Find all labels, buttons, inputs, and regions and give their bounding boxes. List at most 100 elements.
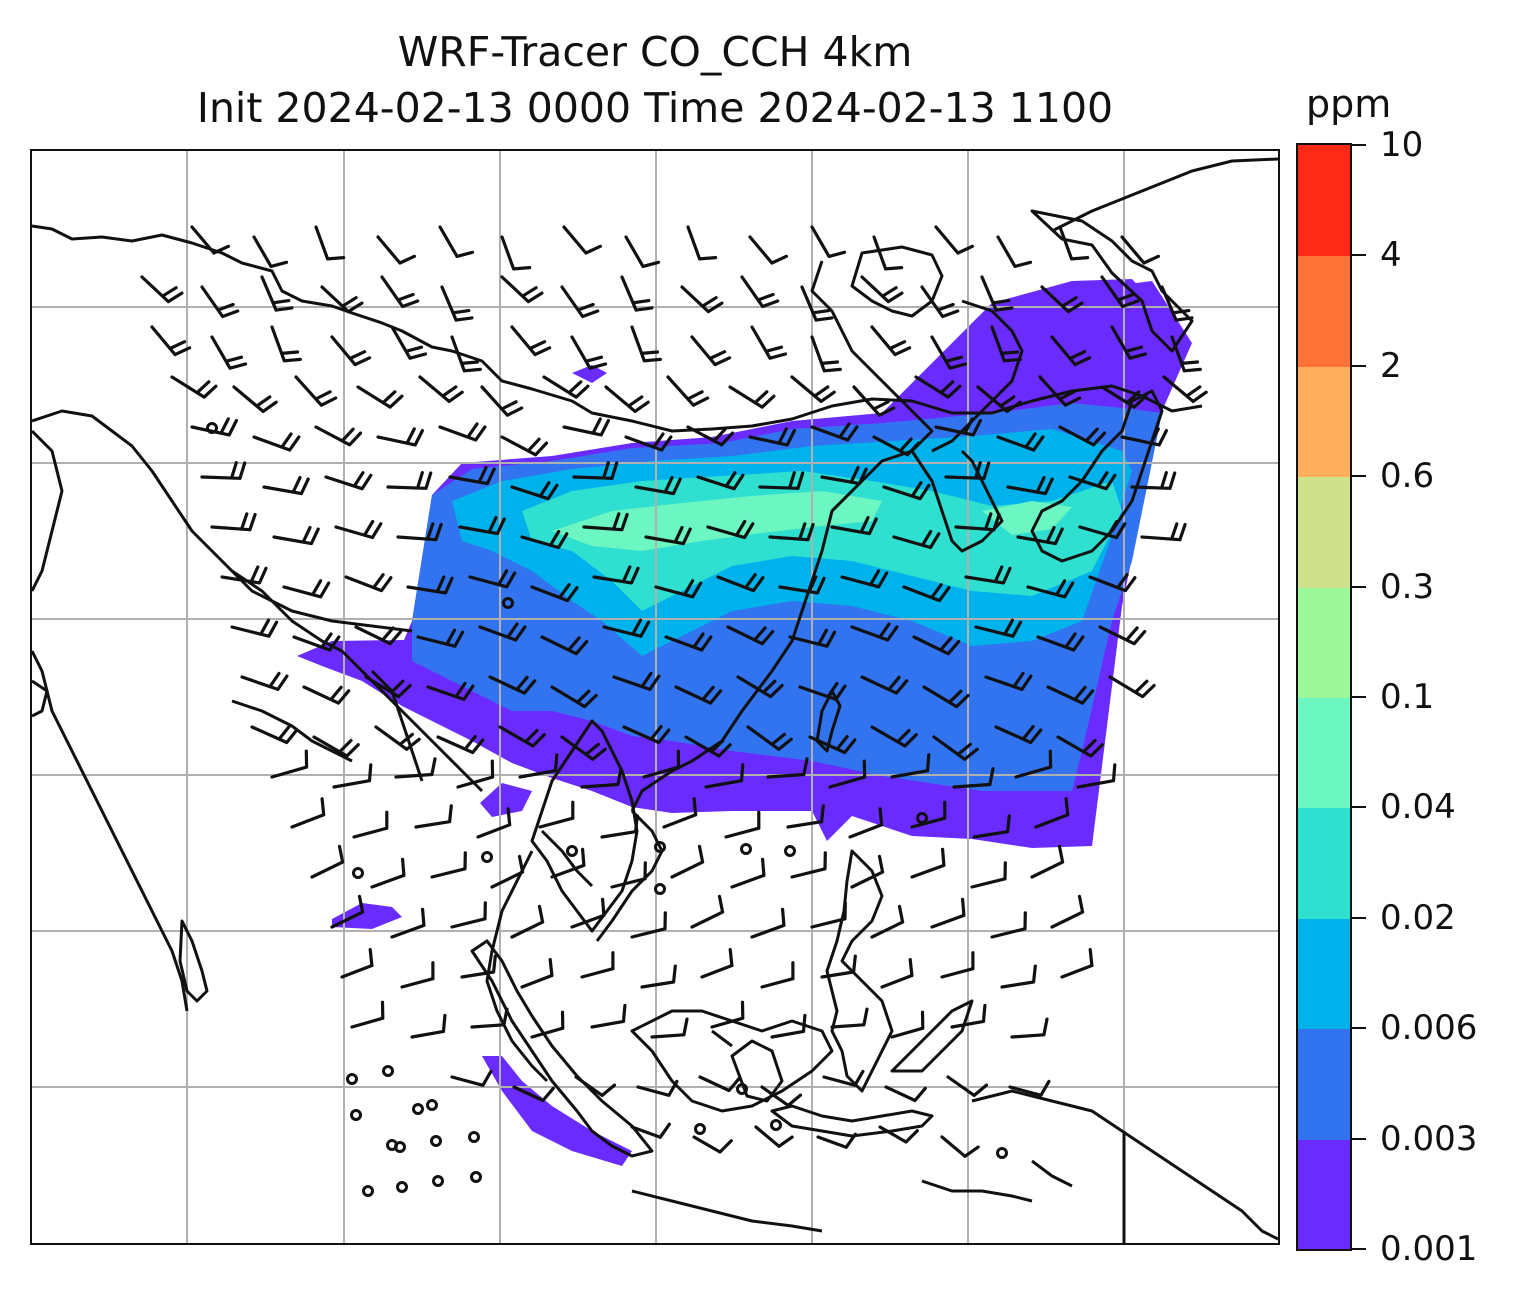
wind-barb [830,516,878,536]
wind-barb [724,810,761,839]
wind-barb [1008,1079,1051,1097]
wind-barb [476,807,512,839]
wind-barb [376,235,416,265]
wind-barb [468,569,517,589]
wind-barb [550,685,598,709]
calm-marker [740,843,752,855]
wind-barb [1034,797,1070,829]
wind-barb [944,461,991,480]
calm-marker [736,1083,748,1095]
wind-barb [364,675,412,699]
wind-barb [450,1069,493,1087]
wind-barb [386,471,433,490]
wind-barb [952,767,995,789]
wind-barb [426,681,475,701]
colorbar-unit: ppm [1306,82,1392,126]
wind-barb [1098,625,1147,646]
coastline-path [825,849,894,1093]
wind-barb [540,635,589,656]
calm-marker [694,1123,706,1135]
calm-marker [481,851,493,863]
wind-barb [1108,675,1156,699]
wind-barb [766,757,809,779]
wind-barb [972,814,1011,839]
calm-marker [426,1099,438,1111]
wind-barb [460,954,497,979]
wind-barb [790,851,827,879]
colorbar-tick-label: 2 [1380,345,1402,386]
wind-barb [980,275,1014,312]
wind-barb [170,375,218,399]
wind-barb [1140,522,1187,542]
calm-marker [784,845,796,857]
wind-barb [810,422,859,442]
wind-barb [878,1125,919,1144]
wind-barb [440,285,474,322]
wind-barbs [140,225,1208,1158]
wind-barb [692,1135,733,1154]
coastline-path [32,679,49,718]
wind-barb [880,958,914,989]
wind-barb [312,735,360,758]
wind-barb [954,512,1001,532]
tracer-contour [992,279,1152,303]
calm-marker [352,867,364,879]
wind-barb [640,964,677,989]
wind-barb [748,427,796,447]
calm-marker [382,1065,394,1077]
wind-barb [852,385,896,417]
wind-barb [914,375,962,399]
wind-barb [946,1075,989,1097]
tracer-contour [332,903,402,929]
wind-barb [1056,735,1104,758]
calm-marker [396,1181,408,1193]
wind-barb [370,857,406,889]
calm-marker [566,845,578,857]
colorbar-tick-label: 0.6 [1380,456,1435,497]
wind-barb [1014,749,1053,779]
wind-barb [302,685,351,705]
calm-marker [350,1109,362,1121]
wind-barb [974,618,1023,638]
wind-barb [670,844,705,879]
wind-barb [810,225,847,258]
wind-barb [518,753,559,779]
wind-barb [994,725,1043,745]
wind-barb [760,961,795,989]
wind-barb [1050,894,1085,929]
colorbar-tick-label: 0.04 [1380,787,1456,828]
wind-barb [436,735,485,755]
wind-barb [450,901,487,929]
wind-barb [872,435,921,457]
wind-barb [730,857,766,889]
wind-barb [510,325,552,357]
wind-barb [666,375,710,407]
wind-barb [500,275,544,304]
coastline-path [231,699,353,763]
wind-barb [1050,335,1092,367]
wind-barb [1038,375,1082,407]
wind-barb [760,1085,803,1107]
wind-barb [634,476,682,496]
wind-barb [1046,685,1095,705]
colorbar-tick [1352,916,1366,919]
colorbar-tick-label: 0.001 [1380,1229,1478,1269]
wind-barb [562,225,602,255]
wind-barb [292,632,341,652]
wind-barb [430,851,467,879]
wind-barb [704,763,745,789]
wind-barb [590,1003,627,1029]
wind-barb [910,847,946,879]
calm-marker [206,422,218,434]
colorbar-tick [1352,364,1366,367]
colorbar-tick [1352,1248,1366,1250]
wind-barb [580,951,615,979]
wind-barb [750,325,788,360]
wind-barb [892,529,941,550]
wind-barb [620,275,654,312]
calm-marker [916,812,928,824]
wind-barb [848,807,884,839]
colorbar-tick [1352,144,1366,146]
wind-barb [800,285,834,322]
wind-barb [788,628,837,648]
